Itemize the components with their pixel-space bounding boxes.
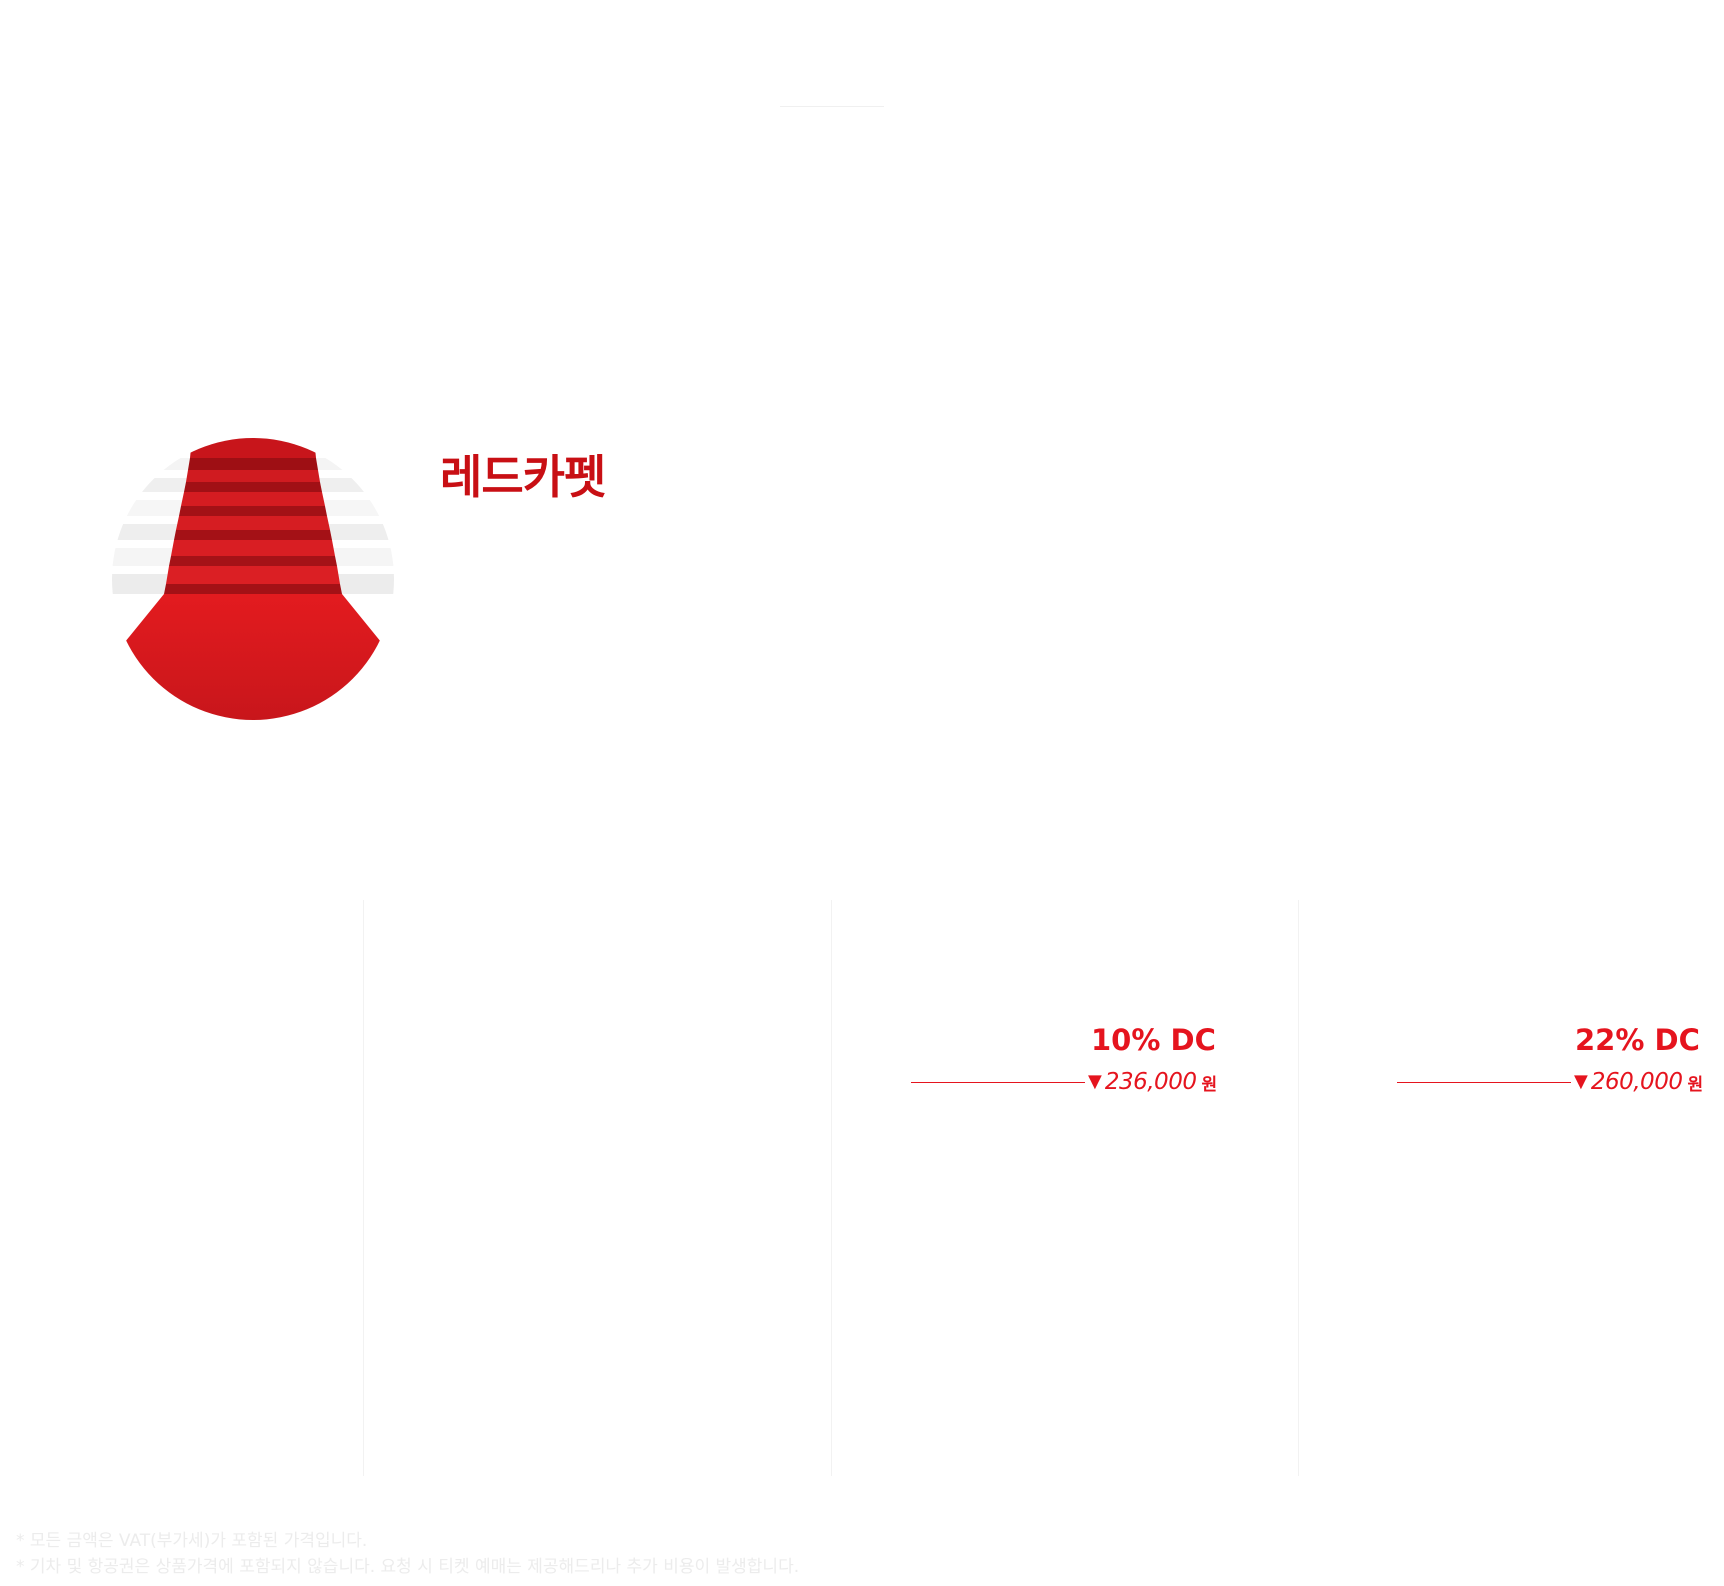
discounted-price: ▼ 260,000 원	[1574, 1063, 1703, 1101]
currency-unit: 원	[1201, 1074, 1218, 1095]
price-strike-line	[911, 1082, 1085, 1083]
price-strike-line	[1397, 1082, 1571, 1083]
red-carpet-stairs-image	[112, 438, 394, 720]
discounted-price: ▼ 236,000 원	[1088, 1063, 1217, 1101]
column-divider	[1298, 900, 1299, 1476]
triangle-down-icon: ▼	[1088, 1071, 1102, 1092]
product-title: 레드카펫	[440, 450, 606, 504]
top-divider	[780, 106, 884, 107]
price-value: 236,000	[1104, 1069, 1197, 1095]
footnote-vat: * 모든 금액은 VAT(부가세)가 포함된 가격입니다.	[16, 1531, 368, 1551]
discount-label: 22% DC	[1575, 1023, 1700, 1057]
column-divider	[363, 900, 364, 1476]
column-divider	[831, 900, 832, 1476]
currency-unit: 원	[1687, 1074, 1704, 1095]
red-carpet-illustration	[112, 438, 394, 720]
discount-label: 10% DC	[1091, 1023, 1216, 1057]
triangle-down-icon: ▼	[1574, 1071, 1588, 1092]
price-value: 260,000	[1590, 1069, 1683, 1095]
footnote-tickets: * 기차 및 항공권은 상품가격에 포함되지 않습니다. 요청 시 티켓 예매는…	[16, 1557, 800, 1577]
